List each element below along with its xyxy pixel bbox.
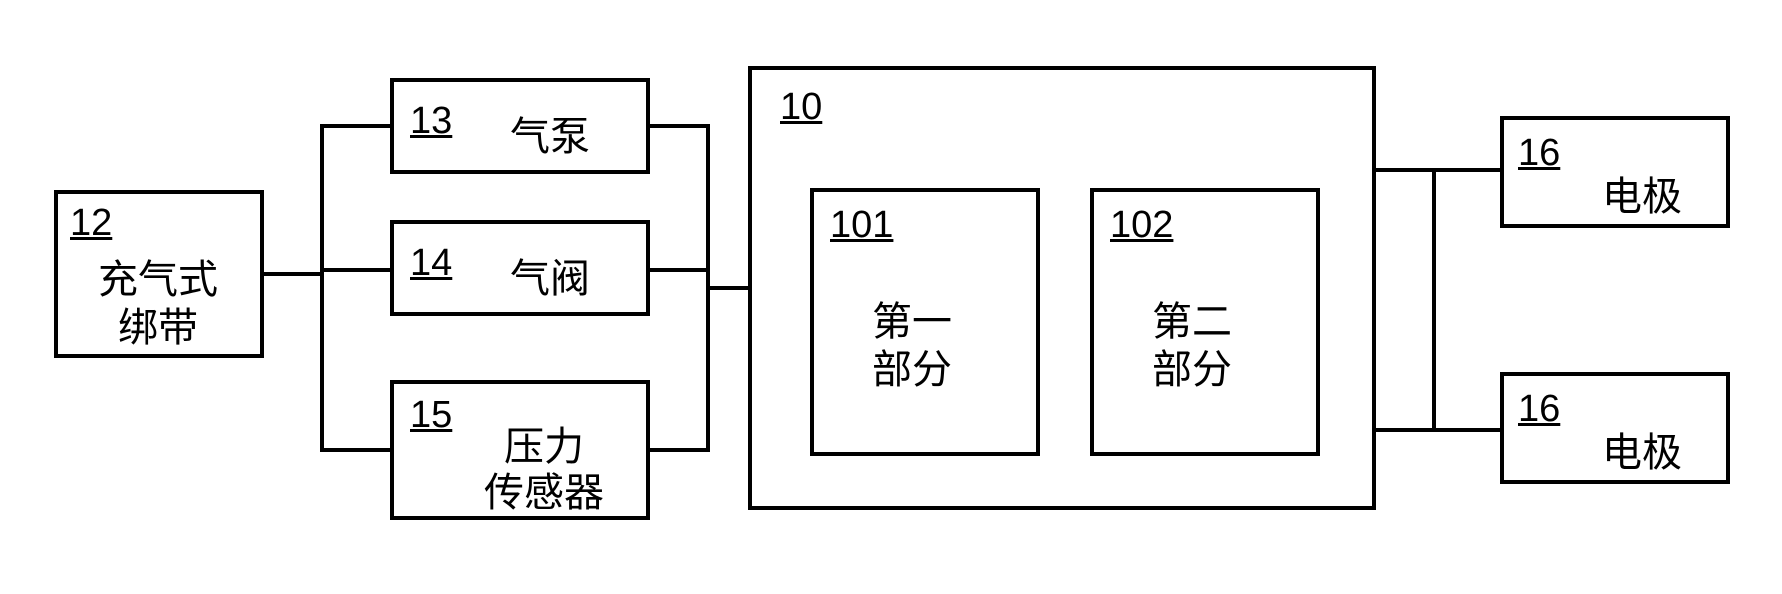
box-14-valve: 14 气阀 (390, 220, 650, 316)
label-101-line2: 部分 (872, 348, 952, 392)
num-102: 102 (1110, 204, 1173, 247)
connector (1376, 428, 1436, 432)
label-101: 第一 部分 (872, 298, 952, 394)
label-16a: 电极 (1602, 164, 1682, 222)
connector (320, 448, 390, 452)
num-10: 10 (780, 86, 822, 129)
num-16a: 16 (1518, 132, 1560, 175)
connector (650, 124, 710, 128)
label-102-line1: 第二 (1152, 300, 1232, 344)
box-15-sensor: 15 压力 传感器 (390, 380, 650, 520)
connector (320, 124, 324, 452)
connector (1436, 428, 1500, 432)
label-15-line2: 传感器 (484, 471, 604, 515)
box-16a-electrode: 16 电极 (1500, 116, 1730, 228)
connector (1376, 168, 1436, 172)
label-12: 充气式 绑带 (98, 256, 218, 352)
connector (1436, 168, 1500, 172)
label-101-line1: 第一 (872, 300, 952, 344)
num-101: 101 (830, 204, 893, 247)
label-15: 压力 传感器 (484, 424, 604, 516)
connector (650, 268, 710, 272)
label-12-line1: 充气式 (98, 258, 218, 302)
label-102: 第二 部分 (1152, 298, 1232, 394)
connector (1432, 168, 1436, 432)
box-16b-electrode: 16 电极 (1500, 372, 1730, 484)
box-13-pump: 13 气泵 (390, 78, 650, 174)
connector (264, 272, 324, 276)
num-14: 14 (410, 242, 452, 285)
num-12: 12 (70, 202, 112, 245)
connector (710, 286, 748, 290)
label-12-line2: 绑带 (118, 306, 198, 350)
box-101-part1: 101 第一 部分 (810, 188, 1040, 456)
num-13: 13 (410, 100, 452, 143)
label-15-line1: 压力 (504, 425, 584, 469)
label-16b: 电极 (1602, 420, 1682, 478)
label-102-line2: 部分 (1152, 348, 1232, 392)
connector (320, 268, 390, 272)
connector (650, 448, 710, 452)
label-13: 气泵 (510, 104, 590, 162)
box-102-part2: 102 第二 部分 (1090, 188, 1320, 456)
box-12-cuff: 12 充气式 绑带 (54, 190, 264, 358)
connector (320, 124, 390, 128)
num-15: 15 (410, 394, 452, 437)
num-16b: 16 (1518, 388, 1560, 431)
label-14: 气阀 (510, 246, 590, 304)
